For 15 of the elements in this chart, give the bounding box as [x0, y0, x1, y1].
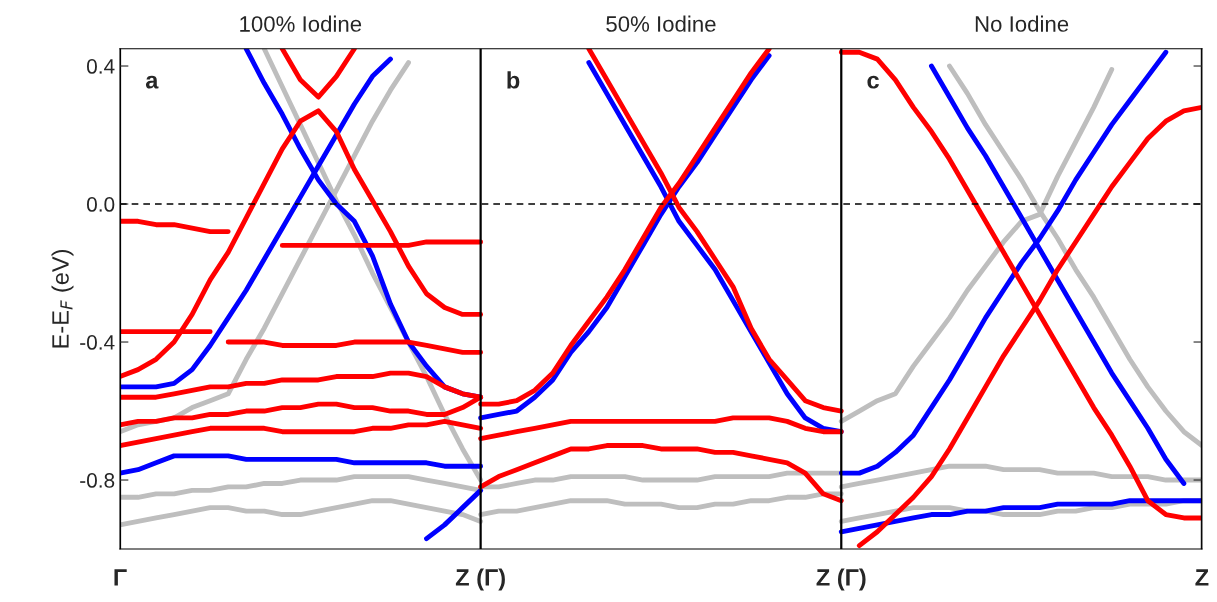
x-tick-label: Γ	[114, 569, 127, 586]
annotation: b	[507, 71, 520, 89]
y-tick-label: 0.0	[86, 197, 115, 212]
text: 100% Iodine	[240, 15, 362, 32]
y-tick-label: -0.4	[80, 335, 115, 350]
y-axis-title: E-E$_{F}$ (eV)	[51, 249, 74, 348]
x-tick-label: Z (Γ)	[455, 568, 505, 591]
annotation: c	[867, 75, 879, 89]
text: No Iodine	[975, 15, 1069, 32]
x-tick-label: Z	[1195, 569, 1209, 586]
x-tick-label: Z (Γ)	[816, 568, 866, 591]
y-tick-label: 0.4	[86, 59, 115, 74]
annotation: a	[145, 75, 159, 89]
text: 50% Iodine	[606, 15, 716, 32]
y-tick-label: -0.8	[80, 473, 115, 488]
